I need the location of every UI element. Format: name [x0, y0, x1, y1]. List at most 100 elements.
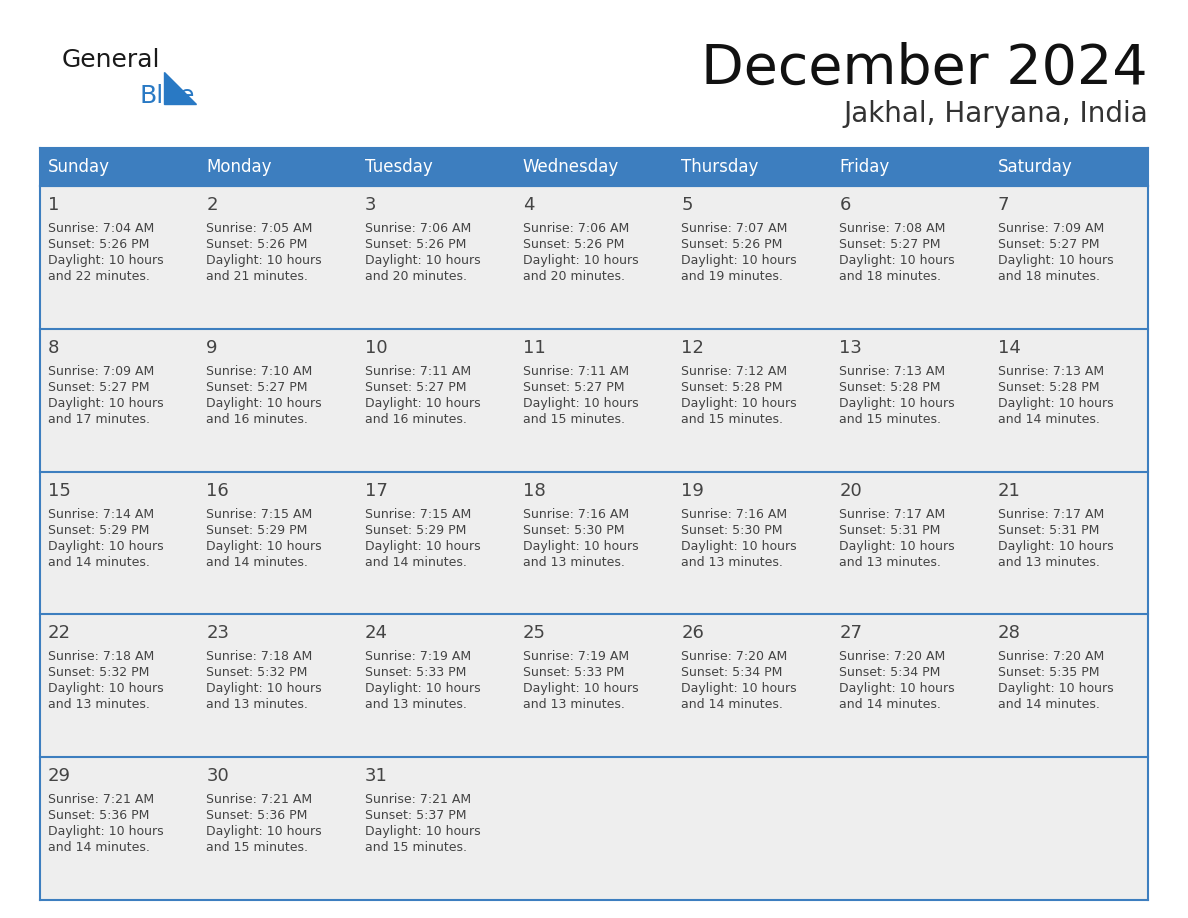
Text: Daylight: 10 hours: Daylight: 10 hours: [681, 682, 797, 696]
Text: Sunrise: 7:11 AM: Sunrise: 7:11 AM: [523, 364, 628, 378]
Text: Sunset: 5:26 PM: Sunset: 5:26 PM: [207, 238, 308, 251]
Text: 2: 2: [207, 196, 217, 214]
Text: Daylight: 10 hours: Daylight: 10 hours: [998, 540, 1113, 553]
Text: Daylight: 10 hours: Daylight: 10 hours: [840, 397, 955, 409]
Text: Daylight: 10 hours: Daylight: 10 hours: [207, 825, 322, 838]
Text: Sunrise: 7:19 AM: Sunrise: 7:19 AM: [365, 650, 470, 664]
Bar: [40, 329, 198, 472]
Text: and 15 minutes.: and 15 minutes.: [840, 413, 941, 426]
Text: 23: 23: [207, 624, 229, 643]
Text: and 16 minutes.: and 16 minutes.: [365, 413, 467, 426]
Bar: [356, 757, 514, 900]
Bar: [356, 329, 514, 472]
Bar: [198, 757, 356, 900]
Text: and 14 minutes.: and 14 minutes.: [365, 555, 467, 568]
Text: Sunrise: 7:13 AM: Sunrise: 7:13 AM: [840, 364, 946, 378]
Bar: [832, 614, 990, 757]
Text: 1: 1: [48, 196, 59, 214]
Text: 13: 13: [840, 339, 862, 357]
Text: and 13 minutes.: and 13 minutes.: [681, 555, 783, 568]
Text: Sunrise: 7:12 AM: Sunrise: 7:12 AM: [681, 364, 788, 378]
Text: Sunset: 5:27 PM: Sunset: 5:27 PM: [48, 381, 150, 394]
Text: Sunrise: 7:11 AM: Sunrise: 7:11 AM: [365, 364, 470, 378]
Text: Saturday: Saturday: [998, 158, 1073, 176]
Bar: [514, 757, 674, 900]
Text: Sunset: 5:34 PM: Sunset: 5:34 PM: [681, 666, 783, 679]
Text: and 18 minutes.: and 18 minutes.: [840, 270, 941, 283]
Text: and 15 minutes.: and 15 minutes.: [681, 413, 783, 426]
Text: Daylight: 10 hours: Daylight: 10 hours: [523, 397, 638, 409]
Text: and 13 minutes.: and 13 minutes.: [365, 699, 467, 711]
Bar: [514, 472, 674, 614]
Text: Sunset: 5:28 PM: Sunset: 5:28 PM: [840, 381, 941, 394]
Text: Sunset: 5:29 PM: Sunset: 5:29 PM: [207, 523, 308, 537]
Bar: [990, 757, 1148, 900]
Text: Daylight: 10 hours: Daylight: 10 hours: [681, 540, 797, 553]
Bar: [990, 329, 1148, 472]
Text: Sunrise: 7:16 AM: Sunrise: 7:16 AM: [681, 508, 788, 521]
Text: and 14 minutes.: and 14 minutes.: [681, 699, 783, 711]
Text: Sunrise: 7:15 AM: Sunrise: 7:15 AM: [207, 508, 312, 521]
Text: 21: 21: [998, 482, 1020, 499]
Text: Friday: Friday: [840, 158, 890, 176]
Text: Daylight: 10 hours: Daylight: 10 hours: [48, 682, 164, 696]
Text: and 20 minutes.: and 20 minutes.: [523, 270, 625, 283]
Bar: [198, 614, 356, 757]
Text: General: General: [62, 48, 160, 72]
Text: Sunrise: 7:05 AM: Sunrise: 7:05 AM: [207, 222, 312, 235]
Text: Sunset: 5:27 PM: Sunset: 5:27 PM: [840, 238, 941, 251]
Text: 3: 3: [365, 196, 377, 214]
Text: Daylight: 10 hours: Daylight: 10 hours: [523, 682, 638, 696]
Text: Sunrise: 7:06 AM: Sunrise: 7:06 AM: [523, 222, 630, 235]
Text: Sunset: 5:26 PM: Sunset: 5:26 PM: [48, 238, 150, 251]
Text: and 15 minutes.: and 15 minutes.: [207, 841, 308, 855]
Text: 29: 29: [48, 767, 71, 785]
Text: Sunset: 5:37 PM: Sunset: 5:37 PM: [365, 809, 466, 823]
Text: Sunset: 5:31 PM: Sunset: 5:31 PM: [998, 523, 1099, 537]
Text: Daylight: 10 hours: Daylight: 10 hours: [840, 254, 955, 267]
Text: Sunset: 5:27 PM: Sunset: 5:27 PM: [365, 381, 466, 394]
Text: Sunrise: 7:21 AM: Sunrise: 7:21 AM: [48, 793, 154, 806]
Text: Sunset: 5:26 PM: Sunset: 5:26 PM: [523, 238, 624, 251]
Text: and 14 minutes.: and 14 minutes.: [48, 841, 150, 855]
Text: Sunset: 5:32 PM: Sunset: 5:32 PM: [207, 666, 308, 679]
Text: and 14 minutes.: and 14 minutes.: [998, 699, 1100, 711]
Text: Daylight: 10 hours: Daylight: 10 hours: [681, 254, 797, 267]
Text: Sunrise: 7:09 AM: Sunrise: 7:09 AM: [48, 364, 154, 378]
Text: Daylight: 10 hours: Daylight: 10 hours: [998, 397, 1113, 409]
Bar: [40, 186, 198, 329]
Text: Daylight: 10 hours: Daylight: 10 hours: [207, 682, 322, 696]
Text: 22: 22: [48, 624, 71, 643]
Text: and 13 minutes.: and 13 minutes.: [523, 699, 625, 711]
Text: Sunset: 5:27 PM: Sunset: 5:27 PM: [998, 238, 1099, 251]
Text: 19: 19: [681, 482, 704, 499]
Text: and 21 minutes.: and 21 minutes.: [207, 270, 308, 283]
Text: Sunrise: 7:18 AM: Sunrise: 7:18 AM: [48, 650, 154, 664]
Text: and 16 minutes.: and 16 minutes.: [207, 413, 308, 426]
Text: Daylight: 10 hours: Daylight: 10 hours: [207, 254, 322, 267]
Text: 4: 4: [523, 196, 535, 214]
Text: Sunrise: 7:07 AM: Sunrise: 7:07 AM: [681, 222, 788, 235]
Text: and 15 minutes.: and 15 minutes.: [523, 413, 625, 426]
Text: Sunrise: 7:13 AM: Sunrise: 7:13 AM: [998, 364, 1104, 378]
Text: Sunset: 5:26 PM: Sunset: 5:26 PM: [365, 238, 466, 251]
Text: 9: 9: [207, 339, 217, 357]
Text: and 20 minutes.: and 20 minutes.: [365, 270, 467, 283]
Polygon shape: [164, 72, 196, 104]
Text: 8: 8: [48, 339, 59, 357]
Text: and 22 minutes.: and 22 minutes.: [48, 270, 150, 283]
Text: Sunset: 5:29 PM: Sunset: 5:29 PM: [365, 523, 466, 537]
Bar: [40, 614, 198, 757]
Bar: [514, 614, 674, 757]
Text: Daylight: 10 hours: Daylight: 10 hours: [998, 682, 1113, 696]
Text: December 2024: December 2024: [701, 42, 1148, 96]
Text: and 14 minutes.: and 14 minutes.: [998, 413, 1100, 426]
Text: Sunrise: 7:18 AM: Sunrise: 7:18 AM: [207, 650, 312, 664]
Text: Sunset: 5:33 PM: Sunset: 5:33 PM: [365, 666, 466, 679]
Text: 18: 18: [523, 482, 545, 499]
Text: Daylight: 10 hours: Daylight: 10 hours: [365, 397, 480, 409]
Text: Sunset: 5:29 PM: Sunset: 5:29 PM: [48, 523, 150, 537]
Text: Sunrise: 7:17 AM: Sunrise: 7:17 AM: [840, 508, 946, 521]
Text: and 13 minutes.: and 13 minutes.: [840, 555, 941, 568]
Text: Sunset: 5:28 PM: Sunset: 5:28 PM: [998, 381, 1099, 394]
